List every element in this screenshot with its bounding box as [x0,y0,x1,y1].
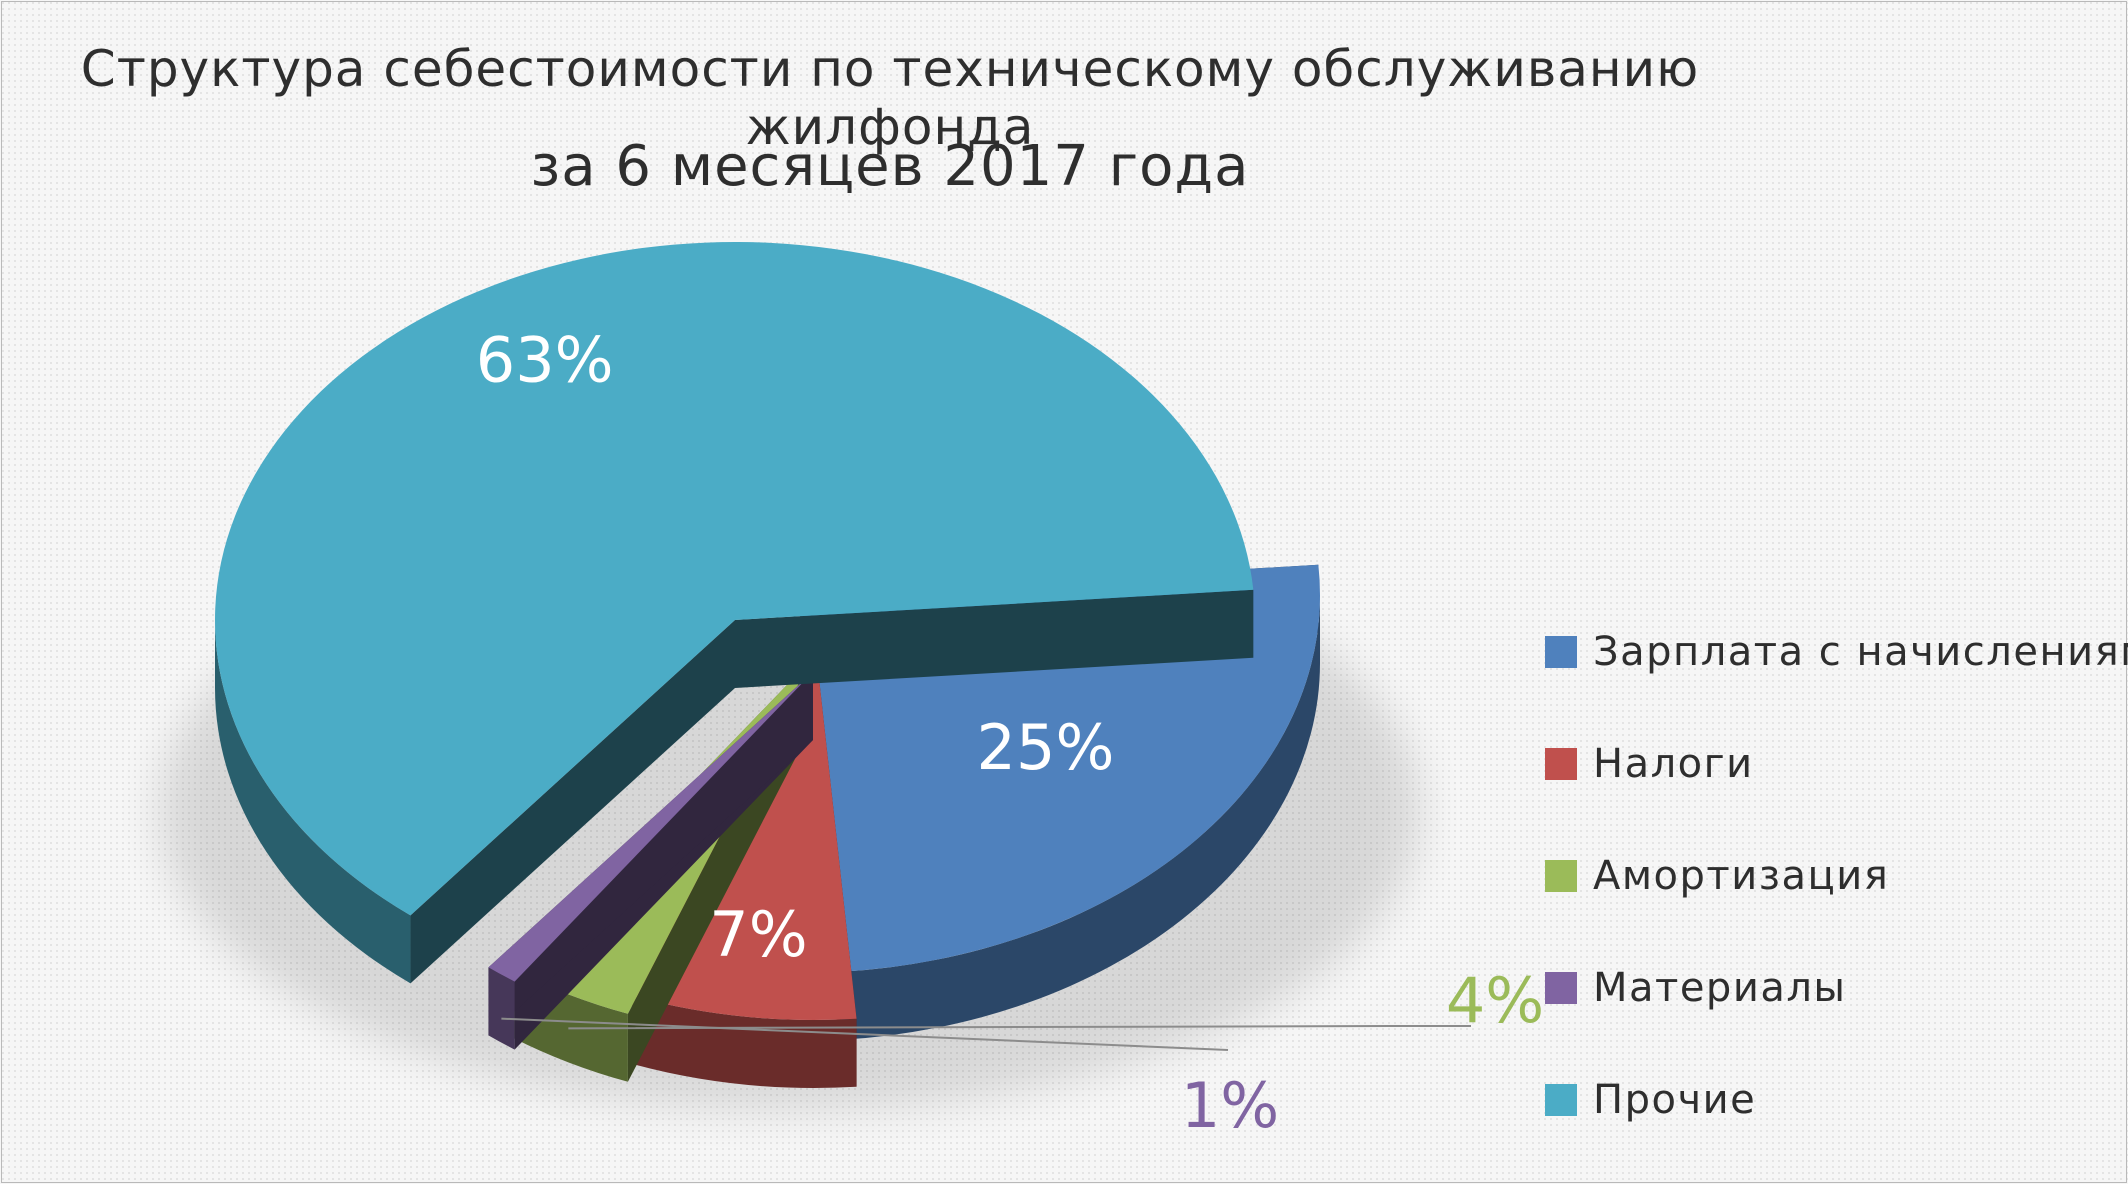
data-label: 7% [709,898,807,971]
slice-side-face [735,589,1254,688]
slice-top [488,672,813,982]
slice-side-face [488,672,813,1036]
legend-label: Амортизация [1593,853,1890,899]
pie-slice [214,242,1254,984]
legend-item: Налоги [1545,708,2128,820]
legend-swatch [1545,972,1577,1004]
legend-label: Материалы [1593,965,1847,1011]
legend: Зарплата с начислениями Налоги Амортизац… [1545,596,2128,1156]
leader-lines [501,1017,1471,1051]
slice-outer-wall [215,620,411,984]
legend-item: Зарплата с начислениями [1545,596,2128,708]
pie-slice [488,672,813,1050]
legend-item: Материалы [1545,932,2128,1044]
data-label: 1% [1181,1069,1279,1142]
slice-outer-wall [841,595,1320,1040]
leader-line [568,1025,1471,1030]
legend-swatch [1545,748,1577,780]
legend-swatch [1545,1084,1577,1116]
legend-item: Прочие [1545,1044,2128,1156]
data-label: 25% [977,711,1115,784]
legend-swatch [1545,860,1577,892]
legend-item: Амортизация [1545,820,2128,932]
data-label: 4% [1446,964,1544,1037]
data-labels: 25% 7% 4% 1% 63% [476,324,1544,1142]
legend-label: Налоги [1593,741,1754,787]
slice-side-face [410,620,735,984]
legend-label: Зарплата с начислениями [1593,629,2128,675]
pie-slices [214,242,1320,1088]
leader-line [501,1017,1229,1051]
data-label: 63% [476,324,614,397]
slice-top [214,242,1254,916]
slice-outer-wall [488,967,515,1050]
legend-label: Прочие [1593,1077,1757,1123]
legend-swatch [1545,636,1577,668]
chart-title: Структура себестоимости по техническому … [80,40,1700,156]
chart-subtitle: за 6 месяцев 2017 года [530,134,1250,199]
slice-outer-wall [631,995,857,1088]
